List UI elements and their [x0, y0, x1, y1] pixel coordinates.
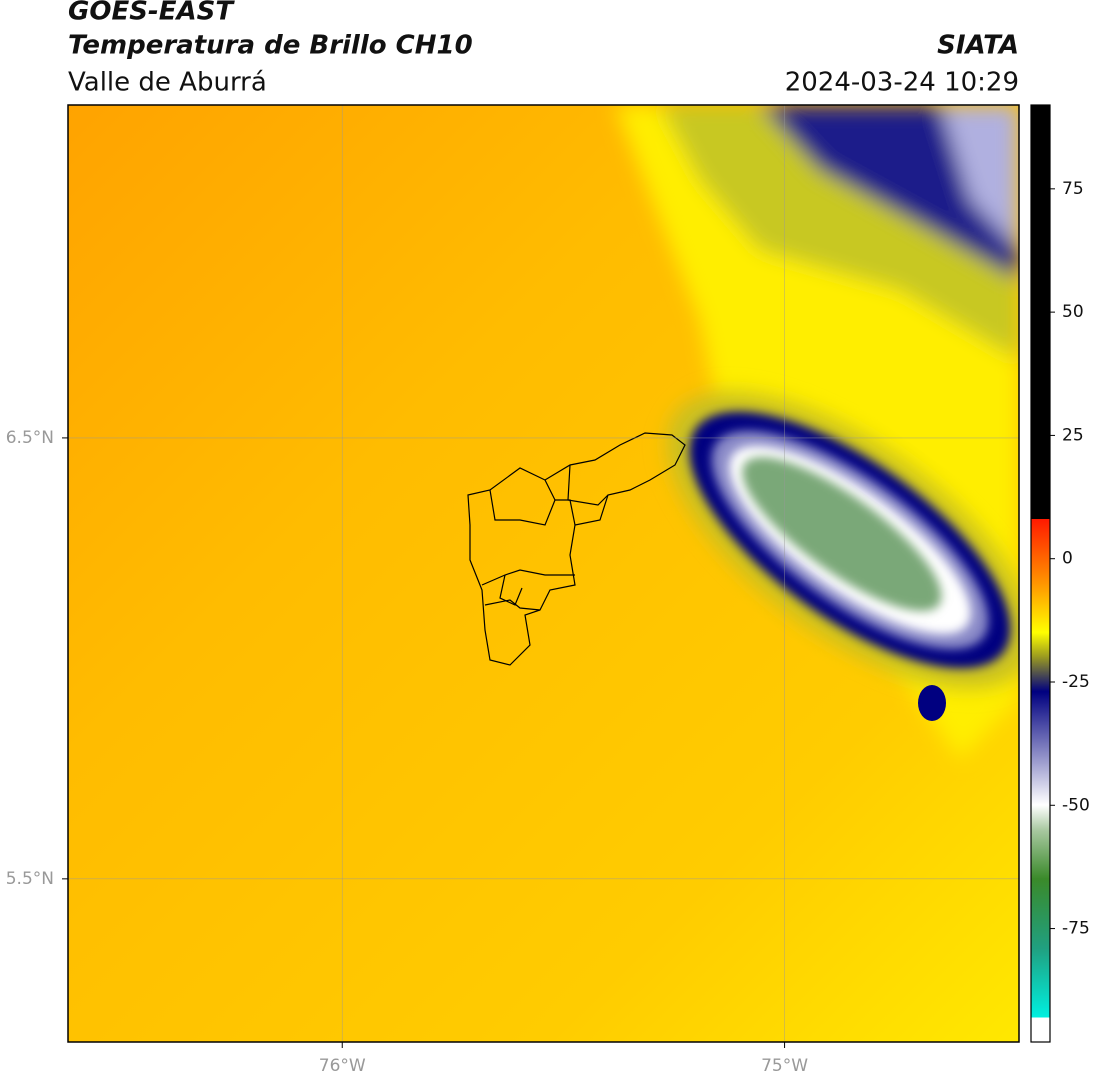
valle-outline: [467, 432, 686, 666]
y-tick-label: 6.5°N: [6, 428, 54, 448]
colorbar-tick-label: -75: [1062, 919, 1090, 939]
subtitle: Temperatura de Brillo CH10: [68, 31, 473, 61]
colorbar: [1030, 104, 1051, 1043]
colorbar-tick-label: 25: [1062, 425, 1084, 445]
colorbar-tick-label: 75: [1062, 179, 1084, 199]
grid: [68, 105, 1019, 1042]
datetime: 2024-03-24 10:29: [785, 68, 1019, 98]
source: SIATA: [937, 31, 1019, 61]
region: Valle de Aburrá: [68, 68, 267, 98]
colorbar-tick-label: -50: [1062, 795, 1090, 815]
x-tick-label: 76°W: [319, 1056, 366, 1076]
colorbar-tick-label: 50: [1062, 302, 1084, 322]
imagery: [68, 105, 1019, 1042]
colorbar-tick-label: 0: [1062, 549, 1073, 569]
colorbar-tick-label: -25: [1062, 672, 1090, 692]
x-tick-label: 75°W: [761, 1056, 808, 1076]
title: GOES-EAST: [68, 0, 235, 27]
y-tick-label: 5.5°N: [6, 869, 54, 889]
map-frame: [67, 104, 1020, 1043]
